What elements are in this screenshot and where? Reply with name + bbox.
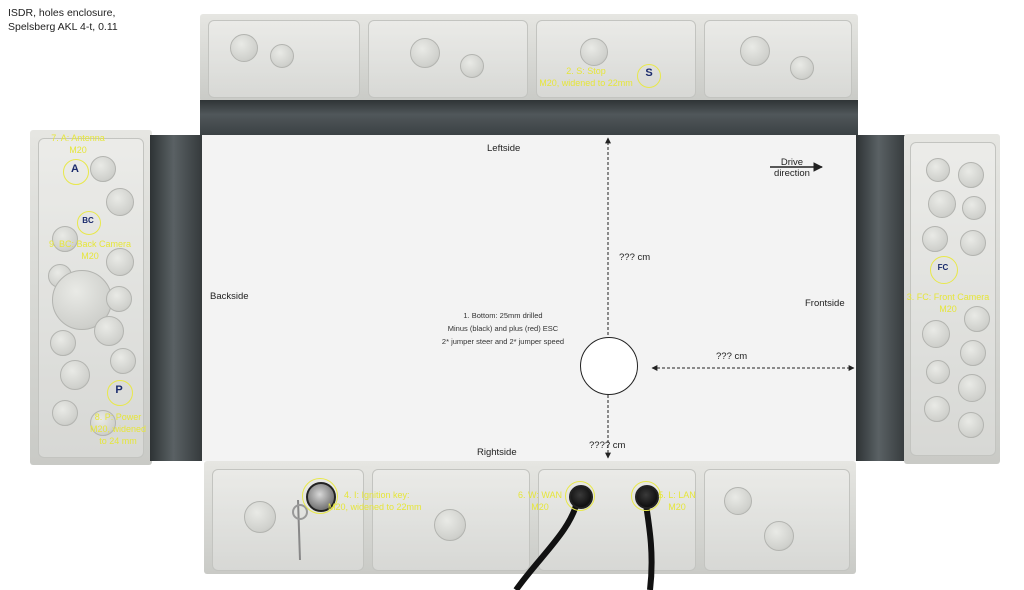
power-hole-label: 8. P: Power M20, widened to 24 mm xyxy=(89,412,147,446)
antenna-hole-ring xyxy=(63,159,89,185)
bottom-drilled-hole xyxy=(580,337,638,395)
back-camera-hole-ring xyxy=(77,211,101,235)
stop-hole-label: 2. S: Stop M20, widened to 22mm xyxy=(539,66,633,88)
right-wall-glass xyxy=(856,135,906,461)
ignition-key-label: 4. I: Ignition key: M20, widened to 22mm xyxy=(328,490,422,512)
horizontal-dimension: ??? cm xyxy=(716,351,748,362)
front-camera-hole-ring xyxy=(930,256,958,284)
lan-ring xyxy=(631,481,661,511)
power-hole-marker: P xyxy=(115,384,123,396)
top-wall-glass xyxy=(200,100,858,136)
diagram-title: ISDR, holes enclosure, Spelsberg AKL 4-t… xyxy=(8,6,118,34)
bottom-hole-description: 1. Bottom: 25mm drilled Minus (black) an… xyxy=(441,311,565,346)
backside-label: Backside xyxy=(210,291,249,302)
rightside-label: Rightside xyxy=(477,447,517,458)
vertical-bottom-dimension: ???? cm xyxy=(589,440,626,451)
drive-direction-label: Drive direction xyxy=(774,157,810,179)
top-wall-photo xyxy=(200,14,858,102)
left-wall-glass xyxy=(150,135,202,461)
enclosure-bottom-panel xyxy=(202,135,856,461)
back-camera-hole-marker: BC xyxy=(82,216,94,225)
lan-label: 5. L: LAN M20 xyxy=(658,490,696,512)
ignition-key-ring xyxy=(302,478,338,514)
vertical-top-dimension: ??? cm xyxy=(619,252,651,263)
right-wall-photo xyxy=(904,134,1000,464)
stop-hole-marker: S xyxy=(645,67,653,79)
left-wall-photo xyxy=(30,130,152,465)
antenna-hole-marker: A xyxy=(71,163,79,175)
stop-hole-ring xyxy=(637,64,661,88)
front-camera-hole-marker: FC xyxy=(937,263,949,272)
back-camera-hole-label: 9. BC: Back Camera M20 xyxy=(48,239,132,261)
title-line-2: Spelsberg AKL 4-t, 0.11 xyxy=(8,21,118,33)
frontside-label: Frontside xyxy=(805,298,845,309)
title-line-1: ISDR, holes enclosure, xyxy=(8,7,116,19)
wan-ring xyxy=(565,481,595,511)
wan-label: 6. W: WAN M20 xyxy=(517,490,562,512)
antenna-hole-label: 7. A: Antenna M20 xyxy=(51,133,105,155)
power-hole-ring xyxy=(107,380,133,406)
front-camera-hole-label: 3. FC: Front Camera M20 xyxy=(906,292,990,314)
leftside-label: Leftside xyxy=(487,143,521,154)
